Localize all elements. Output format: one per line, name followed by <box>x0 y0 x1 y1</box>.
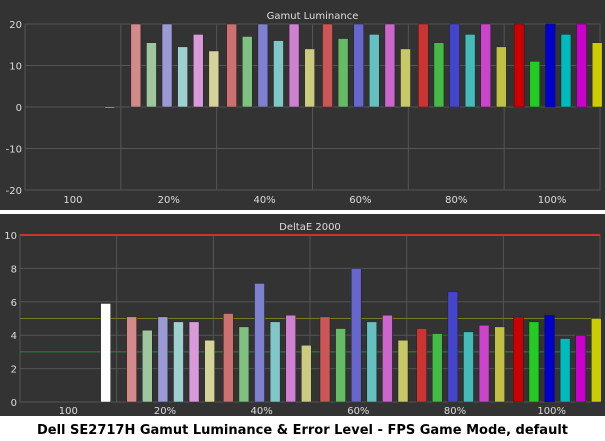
bar <box>285 314 296 403</box>
x-tick-label: 40% <box>253 195 275 206</box>
bar <box>544 314 555 403</box>
x-tick-label: 100 <box>59 406 78 416</box>
x-tick-label: 100% <box>538 195 567 206</box>
y-tick-label: 6 <box>11 298 17 309</box>
bar <box>254 283 265 403</box>
y-tick-label: 20 <box>9 20 22 31</box>
bar <box>513 23 525 108</box>
bar <box>528 321 540 403</box>
y-tick-label: 10 <box>4 231 17 242</box>
deltae-chart: DeltaE 2000 10 8 6 4 2 0 100 20% 40% 60% 80% 100% <box>4 222 602 417</box>
bar <box>208 50 220 108</box>
bar <box>100 303 111 403</box>
bar <box>350 268 362 403</box>
figure-caption: Dell SE2717H Gamut Luminance & Error Lev… <box>36 423 569 438</box>
x-tick-label: 80% <box>445 195 467 206</box>
y-tick-label: 10 <box>9 62 22 73</box>
bar <box>126 316 137 403</box>
bar <box>478 324 490 403</box>
x-tick-label: 40% <box>251 406 273 416</box>
bar <box>142 329 153 403</box>
y-tick-label: -10 <box>6 145 22 156</box>
x-tick-label: 100% <box>537 406 566 416</box>
bar <box>322 23 333 108</box>
bar <box>188 321 200 403</box>
chart-title: Gamut Luminance <box>267 11 359 22</box>
y-tick-label: 4 <box>11 331 17 342</box>
bar <box>480 23 491 108</box>
bar <box>337 38 349 108</box>
chart-title: DeltaE 2000 <box>279 222 341 233</box>
bar <box>204 339 215 403</box>
bar <box>226 23 237 108</box>
bar <box>353 23 364 108</box>
bar <box>449 23 460 108</box>
y-tick-label: -20 <box>6 186 22 197</box>
bar <box>238 326 250 403</box>
bar <box>494 326 505 403</box>
bar <box>400 48 411 108</box>
bar <box>463 331 474 403</box>
bar <box>242 36 253 108</box>
bar <box>432 333 443 403</box>
x-tick-label: 20% <box>158 195 180 206</box>
x-tick-label: 20% <box>154 406 176 416</box>
bar <box>496 46 507 108</box>
bar <box>416 328 427 403</box>
y-tick-label: 2 <box>11 365 17 376</box>
bar <box>433 42 445 108</box>
y-tick-label: 0 <box>11 398 17 409</box>
x-tick-label: 60% <box>349 195 371 206</box>
bar <box>257 23 269 108</box>
bar <box>591 318 602 403</box>
x-tick-label: 80% <box>444 406 466 416</box>
bar <box>130 23 142 108</box>
bar <box>173 321 184 403</box>
bar <box>177 46 188 108</box>
bar <box>591 42 603 108</box>
bar <box>146 42 157 108</box>
bar <box>560 34 572 108</box>
bar <box>559 338 571 403</box>
bar <box>464 34 476 108</box>
bar <box>369 34 380 108</box>
bar <box>447 291 459 403</box>
bar <box>513 316 524 403</box>
bar <box>301 344 312 403</box>
bar <box>223 313 234 403</box>
x-tick-label: 60% <box>347 406 369 416</box>
bar <box>319 316 331 403</box>
bar <box>288 23 300 108</box>
bar <box>273 40 284 108</box>
bar <box>575 334 586 403</box>
bar <box>397 339 409 403</box>
bar <box>269 321 281 403</box>
bar <box>304 48 315 108</box>
y-tick-label: 8 <box>11 264 17 275</box>
bar <box>192 34 204 108</box>
bar <box>576 23 587 108</box>
bar <box>366 321 378 403</box>
deltae-panel: DeltaE 2000 10 8 6 4 2 0 100 20% 40% 60% 80% 100% <box>0 214 605 417</box>
bar <box>335 328 346 403</box>
bar <box>161 23 173 108</box>
bar <box>384 23 396 108</box>
bar <box>382 314 393 403</box>
bar <box>529 61 541 108</box>
x-tick-label: 100 <box>63 195 82 206</box>
bar <box>104 106 116 109</box>
bar <box>418 23 429 108</box>
gamut-luminance-panel: Gamut Luminance 20 10 0 -10 -20 100 20% 40% 60% 80… <box>0 0 605 210</box>
bar <box>545 23 556 108</box>
y-tick-label: 0 <box>16 103 22 114</box>
bar <box>157 316 169 403</box>
